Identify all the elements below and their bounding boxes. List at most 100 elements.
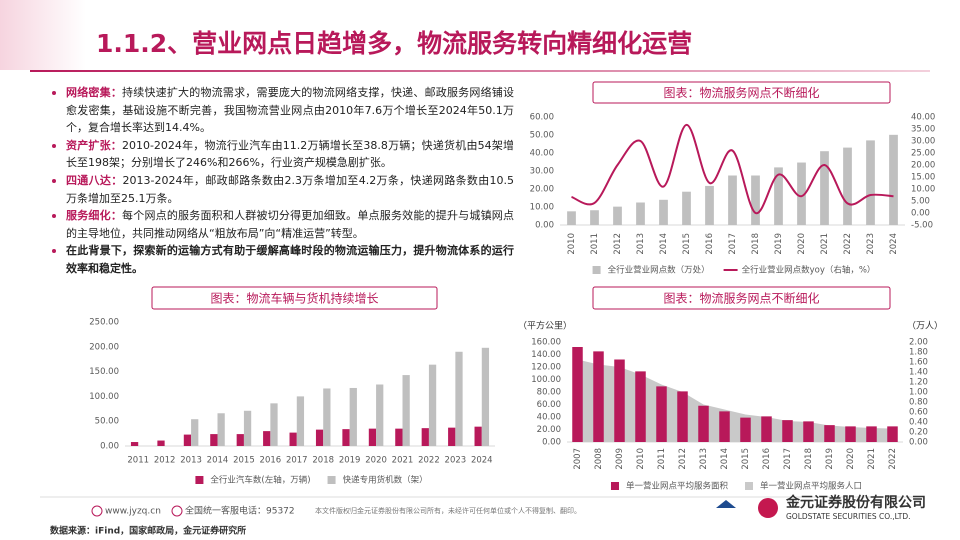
y2-tick-label: 35.00 xyxy=(911,125,935,135)
bar xyxy=(803,421,814,442)
legend-label: 全行业营业网点数（万处） xyxy=(608,265,710,276)
x-tick-label: 2013 xyxy=(180,456,202,466)
x-tick-label: 2008 xyxy=(594,448,604,470)
decor xyxy=(0,0,86,70)
x-tick-label: 2017 xyxy=(783,448,793,470)
bar xyxy=(572,347,583,442)
chart-title: 图表：物流车辆与货机持续增长 xyxy=(210,291,378,306)
bar xyxy=(656,386,667,442)
y2-axis-label: （万人） xyxy=(907,321,943,332)
x-tick-label: 2015 xyxy=(233,456,255,466)
y-tick-label: 40.00 xyxy=(530,149,554,159)
y-tick-label: 100.00 xyxy=(531,375,561,385)
bar xyxy=(368,428,377,446)
bar xyxy=(130,442,139,446)
x-tick-label: 2021 xyxy=(392,456,414,466)
y-tick-label: 150.00 xyxy=(89,367,119,377)
phone-icon xyxy=(171,505,183,517)
bar xyxy=(887,426,898,442)
bullet-label: 服务细化： xyxy=(66,209,123,223)
x-tick-label: 2017 xyxy=(728,233,738,255)
y2-tick-label: 25.00 xyxy=(911,149,935,159)
x-tick-label: 2021 xyxy=(820,233,830,255)
x-tick-label: 2019 xyxy=(339,456,361,466)
x-tick-label: 2007 xyxy=(573,448,583,470)
bar xyxy=(797,162,806,225)
x-tick-label: 2024 xyxy=(471,456,493,466)
y-tick-label: 200.00 xyxy=(89,342,119,352)
bar xyxy=(402,375,410,446)
y2-tick-label: 0.00 xyxy=(911,209,930,219)
y-tick-label: 30.00 xyxy=(530,167,554,177)
y-tick-label: 10.00 xyxy=(530,203,554,213)
x-tick-label: 2012 xyxy=(613,233,623,255)
bar xyxy=(210,434,218,446)
bar xyxy=(183,434,192,446)
bar xyxy=(191,419,199,446)
bar xyxy=(296,396,305,446)
bar xyxy=(761,416,772,442)
bar xyxy=(289,432,297,446)
y2-tick-label: 1.20 xyxy=(909,378,928,388)
y-tick-label: 80.00 xyxy=(537,388,561,398)
hotline: 全国统一客服电话：95372 xyxy=(185,505,295,517)
legend: 全行业汽车数(左轴，万辆) 快递专用货机数（架） xyxy=(195,475,428,486)
y2-tick-label: 30.00 xyxy=(911,137,935,147)
bullet-text: 在此背景下，探索新的运输方式有助于缓解高峰时段的物流运输压力，提升物流体系的运行… xyxy=(66,244,514,275)
y-tick-label: 100.00 xyxy=(89,392,119,402)
bar xyxy=(236,434,244,446)
bar xyxy=(845,426,856,442)
bar xyxy=(455,351,463,446)
bar xyxy=(824,425,835,442)
company-logo xyxy=(758,498,778,518)
x-tick-label: 2020 xyxy=(797,233,807,255)
x-tick-label: 2016 xyxy=(762,448,772,470)
x-tick-label: 2010 xyxy=(567,233,577,255)
bullet-text: 2010-2024年，物流行业汽车由11.2万辆增长至38.8万辆；快递货机由5… xyxy=(66,138,515,170)
bullet-label: 资产扩张： xyxy=(66,138,122,152)
bar xyxy=(157,440,165,446)
x-tick-label: 2023 xyxy=(445,456,467,466)
x-tick-label: 2011 xyxy=(590,233,600,255)
bar xyxy=(342,429,350,446)
bullet: 服务细化：每个网点的服务面积和人群被切分得更加细致。单点服务效能的提升与城镇网点… xyxy=(52,207,514,242)
bullet-text: 持续快速扩大的物流需求，需要庞大的物流网络支撑，快递、邮政服务网络铺设愈发密集，… xyxy=(66,86,515,135)
bar xyxy=(243,410,252,446)
bullet: 资产扩张：2010-2024年，物流行业汽车由11.2万辆增长至38.8万辆；快… xyxy=(52,137,514,172)
x-tick-label: 2009 xyxy=(615,448,625,470)
x-tick-label: 2018 xyxy=(751,233,761,255)
y2-tick-label: 15.00 xyxy=(911,173,935,183)
y2-tick-label: 2.00 xyxy=(909,338,928,348)
bar xyxy=(421,428,429,446)
x-tick-label: 2013 xyxy=(636,233,646,255)
title-rule xyxy=(30,70,930,72)
y2-tick-label: 0.20 xyxy=(909,428,928,438)
bar xyxy=(474,426,482,446)
y2-tick-label: 1.60 xyxy=(909,358,928,368)
web-icon xyxy=(91,505,103,517)
y-tick-label: 0.00 xyxy=(100,442,119,452)
bar xyxy=(782,420,793,442)
bar xyxy=(698,405,709,442)
y-tick-label: 20.00 xyxy=(530,185,554,195)
y-tick-label: 60.00 xyxy=(530,113,554,123)
bullet: 四通八达：2013-2024年，邮政邮路条数由2.3万条增加至4.2万条，快递网… xyxy=(52,172,514,207)
bar xyxy=(448,427,456,446)
bullet-text: 2013-2024年，邮政邮路条数由2.3万条增加至4.2万条，快递网路条数由1… xyxy=(66,173,515,205)
bar xyxy=(590,210,599,225)
x-tick-label: 2014 xyxy=(659,233,669,255)
bar xyxy=(613,206,622,225)
x-tick-label: 2020 xyxy=(365,456,387,466)
y2-tick-label: 1.40 xyxy=(909,368,928,378)
bar xyxy=(349,387,357,446)
bar xyxy=(428,364,437,446)
x-tick-label: 2013 xyxy=(699,448,709,470)
x-tick-label: 2024 xyxy=(889,233,899,255)
bar xyxy=(682,191,691,225)
bar xyxy=(263,431,271,446)
bar xyxy=(636,202,645,225)
company: 金元证券股份有限公司 xyxy=(785,494,926,511)
legend-label: 单一营业网点平均服务人口 xyxy=(760,481,862,492)
bar xyxy=(481,347,490,446)
